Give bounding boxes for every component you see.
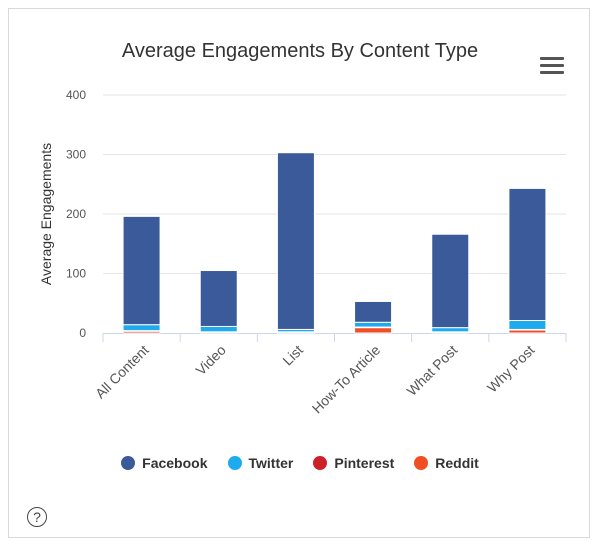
bar-segment-twitter <box>199 325 238 333</box>
bar-segment-twitter <box>508 320 547 330</box>
legend-item-twitter[interactable]: Twitter <box>227 455 294 471</box>
bar-segment-facebook <box>199 270 238 327</box>
x-tick-label: All Content <box>92 342 152 402</box>
bar-segment-facebook <box>354 300 393 323</box>
menu-line <box>540 64 564 67</box>
legend-marker <box>313 456 328 470</box>
y-axis-title: Average Engagements <box>38 143 54 285</box>
x-tick-label: How-To Article <box>309 342 384 417</box>
bar-segment-twitter <box>431 327 470 333</box>
x-tick-label: Why Post <box>484 342 538 396</box>
legend-item-reddit[interactable]: Reddit <box>414 455 479 471</box>
menu-line <box>540 57 564 60</box>
y-tick-label: 200 <box>66 207 86 221</box>
bar-segment-reddit <box>354 327 393 334</box>
legend-marker <box>227 456 242 470</box>
bar-segment-facebook <box>508 187 547 322</box>
bar-segment-twitter <box>122 324 161 332</box>
bar-segment-facebook <box>431 233 470 329</box>
legend-label: Twitter <box>248 455 294 471</box>
y-tick-label: 400 <box>66 88 86 102</box>
x-tick-label: List <box>279 342 306 369</box>
x-tick-label: What Post <box>403 342 460 399</box>
bar-segment-facebook <box>276 152 315 330</box>
bar-segment-twitter <box>354 321 393 328</box>
chart-title: Average Engagements By Content Type <box>121 40 479 62</box>
y-tick-label: 300 <box>66 148 86 162</box>
legend-label: Pinterest <box>334 455 395 471</box>
help-icon[interactable]: ? <box>27 507 47 527</box>
legend-marker <box>414 456 429 470</box>
y-tick-label: 0 <box>79 326 86 340</box>
legend-label: Facebook <box>142 455 208 471</box>
legend-item-pinterest[interactable]: Pinterest <box>313 455 394 471</box>
bar-segment-facebook <box>122 215 161 326</box>
legend-item-facebook[interactable]: Facebook <box>121 455 208 471</box>
chart-menu-icon[interactable] <box>540 57 564 79</box>
y-tick-label: 100 <box>66 267 86 281</box>
menu-line <box>540 71 564 74</box>
x-tick-label: Video <box>192 342 229 379</box>
legend-label: Reddit <box>435 455 479 471</box>
legend-marker <box>121 456 136 470</box>
chart-legend: Facebook Twitter Pinterest Reddit <box>0 455 600 473</box>
